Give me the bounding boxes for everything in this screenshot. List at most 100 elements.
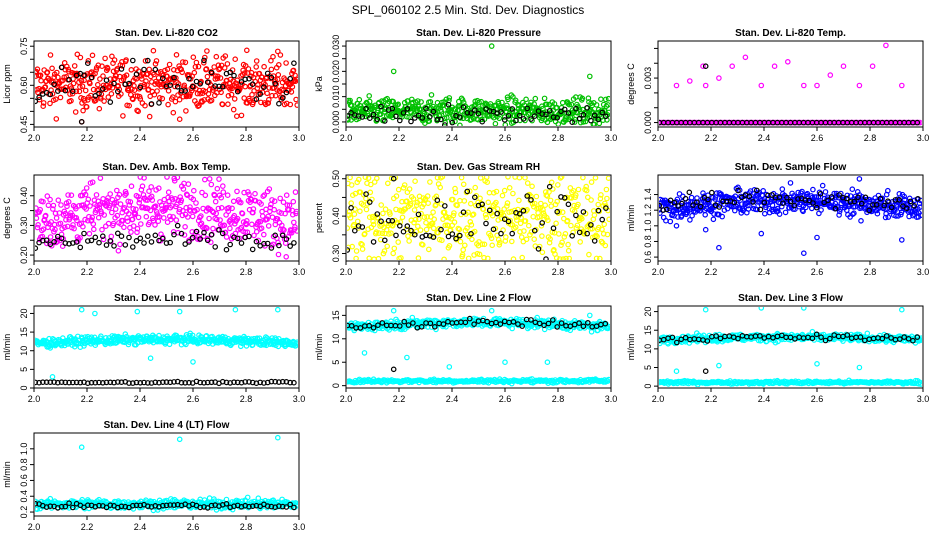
data-point: [231, 72, 237, 79]
data-point: [117, 241, 123, 248]
data-point: [245, 66, 252, 72]
data-point: [674, 196, 681, 203]
data-point: [449, 119, 456, 126]
data-point: [275, 251, 282, 258]
data-point: [593, 102, 600, 108]
y-axis-label: ml/min: [314, 334, 324, 361]
data-point: [431, 216, 438, 223]
plot-frame: [33, 40, 300, 128]
y-tick-label: 1.4: [643, 188, 653, 201]
data-point: [294, 339, 298, 345]
data-point: [224, 192, 231, 199]
data-point: [366, 214, 373, 221]
data-point: [81, 230, 87, 237]
x-tick-label: 2.0: [652, 267, 665, 277]
data-point: [257, 91, 264, 97]
data-point: [580, 323, 587, 330]
data-point: [557, 176, 564, 181]
data-point: [164, 66, 171, 73]
data-point: [264, 216, 270, 223]
data-point: [291, 240, 297, 246]
outlier-point: [274, 48, 281, 55]
data-point: [529, 183, 535, 190]
data-point: [520, 208, 527, 214]
data-point: [516, 176, 523, 181]
data-point: [182, 88, 189, 94]
outlier-point: [784, 58, 791, 65]
data-point: [190, 196, 197, 203]
data-point: [121, 224, 127, 231]
data-point: [454, 202, 461, 209]
series-subset: [35, 378, 297, 387]
data-point: [434, 197, 441, 204]
data-point: [486, 207, 493, 214]
data-point: [604, 195, 610, 202]
data-point: [366, 322, 373, 329]
data-point: [137, 379, 144, 386]
data-point: [178, 66, 185, 73]
data-point: [135, 108, 142, 115]
data-point: [42, 212, 49, 219]
data-point: [81, 72, 87, 79]
data-point: [851, 210, 857, 217]
data-point: [671, 199, 678, 206]
data-point: [226, 205, 232, 211]
data-point: [438, 108, 445, 115]
data-point: [169, 196, 176, 203]
series-all: [35, 176, 298, 260]
data-point: [206, 176, 213, 182]
data-point: [901, 193, 908, 200]
data-point: [536, 320, 543, 327]
data-point: [171, 176, 177, 182]
data-point: [198, 213, 204, 219]
data-point: [87, 80, 93, 87]
data-point: [768, 192, 775, 198]
data-point: [213, 210, 220, 217]
data-point: [605, 176, 610, 181]
data-point: [525, 222, 532, 229]
data-point: [461, 198, 468, 204]
data-point: [175, 81, 182, 87]
data-point: [92, 379, 99, 386]
data-point: [404, 113, 410, 120]
series-all: [347, 43, 610, 126]
data-point: [66, 69, 72, 75]
data-point: [418, 323, 425, 330]
series-subset: [35, 57, 297, 125]
data-point: [96, 239, 102, 246]
data-point: [745, 202, 751, 209]
outlier-point: [856, 82, 863, 89]
x-tick-label: 2.2: [393, 267, 406, 277]
data-point: [293, 96, 298, 103]
data-point: [359, 114, 366, 120]
data-point: [411, 231, 418, 238]
outlier-point: [856, 364, 863, 371]
data-point: [108, 91, 115, 97]
data-point: [554, 208, 561, 215]
data-point: [427, 320, 434, 327]
data-point: [85, 60, 91, 67]
data-point: [586, 251, 592, 258]
y-tick-label: 10: [19, 346, 29, 356]
data-point: [163, 240, 170, 246]
data-point: [395, 186, 402, 193]
data-point: [51, 239, 57, 245]
data-point: [44, 193, 51, 199]
data-point: [469, 236, 475, 243]
x-tick-label: 2.4: [446, 394, 459, 404]
data-point: [391, 245, 398, 252]
data-point: [43, 237, 50, 244]
data-point: [348, 200, 355, 206]
data-point: [287, 243, 294, 249]
data-point: [554, 198, 561, 205]
data-point: [171, 74, 177, 81]
data-point: [150, 215, 156, 222]
data-point: [353, 248, 360, 254]
data-point: [283, 236, 290, 242]
x-tick-label: 2.8: [864, 267, 877, 277]
data-point: [113, 73, 119, 79]
data-point: [82, 216, 88, 223]
data-point: [148, 239, 155, 245]
outlier-point: [390, 68, 397, 75]
